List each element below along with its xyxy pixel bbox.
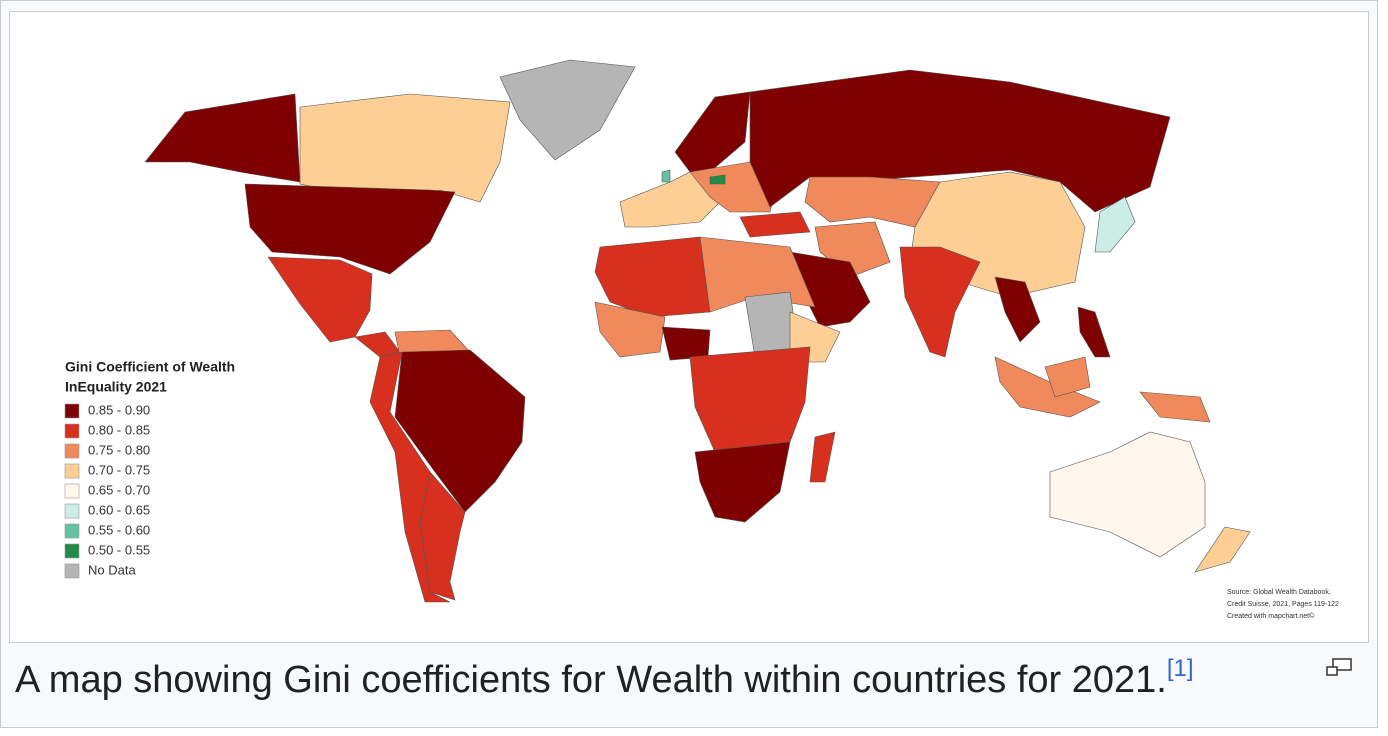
- country: [1139, 391, 1211, 423]
- legend-label: 0.85 - 0.90: [88, 402, 150, 417]
- country: [144, 93, 301, 183]
- legend-title: Gini Coefficient of Wealth: [65, 359, 235, 375]
- source-line: Credit Suisse, 2021, Pages 119-122: [1227, 601, 1339, 608]
- country: [419, 471, 466, 601]
- legend-label: 0.75 - 0.80: [88, 442, 150, 457]
- country: [709, 174, 726, 185]
- reference-link[interactable]: [1]: [1166, 655, 1194, 682]
- legend-swatch: [64, 403, 80, 419]
- legend-label: No Data: [88, 562, 136, 577]
- country: [661, 169, 671, 183]
- country: [1049, 431, 1206, 558]
- legend-label: 0.60 - 0.65: [88, 502, 150, 517]
- caption-text: A map showing Gini coefficients for Weal…: [15, 659, 1167, 701]
- country: [674, 91, 751, 173]
- legend-swatch: [64, 543, 80, 559]
- country: [694, 441, 791, 523]
- country: [299, 93, 511, 203]
- source-line: Created with mapchart.net©: [1227, 612, 1315, 620]
- legend-swatch: [64, 443, 80, 459]
- legend-title: InEquality 2021: [65, 379, 167, 395]
- legend-swatch: [64, 563, 80, 579]
- legend-label: 0.65 - 0.70: [88, 482, 150, 497]
- enlarge-icon[interactable]: [1324, 657, 1354, 679]
- country: [1077, 306, 1111, 358]
- legend-label: 0.80 - 0.85: [88, 422, 150, 437]
- country: [689, 346, 811, 453]
- country: [899, 246, 981, 358]
- source: Source: Global Wealth Databook, Credit S…: [1227, 589, 1339, 620]
- source-line: Source: Global Wealth Databook,: [1227, 589, 1331, 596]
- country: [267, 256, 373, 343]
- legend-swatch: [64, 463, 80, 479]
- country: [594, 301, 666, 358]
- country: [994, 276, 1041, 343]
- map: Gini Coefficient of Wealth InEquality 20…: [9, 11, 1369, 643]
- legend-swatch: [64, 483, 80, 499]
- country: [594, 236, 711, 318]
- country: [661, 326, 711, 361]
- country: [804, 176, 941, 228]
- legend-label: 0.55 - 0.60: [88, 522, 150, 537]
- legend-swatch: [64, 423, 80, 439]
- country: [499, 59, 636, 161]
- legend-label: 0.70 - 0.75: [88, 462, 150, 477]
- country: [1194, 526, 1251, 573]
- country: [354, 331, 401, 358]
- country: [369, 351, 451, 603]
- legend: Gini Coefficient of Wealth InEquality 20…: [65, 359, 235, 395]
- country: [809, 431, 836, 483]
- legend-items: 0.85 - 0.90 0.80 - 0.85 0.75 - 0.80 0.70 - …: [64, 402, 150, 579]
- legend-label: 0.50 - 0.55: [88, 542, 150, 557]
- legend-swatch: [64, 503, 80, 519]
- country: [394, 349, 526, 513]
- country: [244, 183, 456, 275]
- legend-swatch: [64, 523, 80, 539]
- country: [739, 211, 811, 238]
- country: [1044, 356, 1091, 398]
- country: [1094, 196, 1136, 253]
- countries: [144, 59, 1251, 603]
- caption: A map showing Gini coefficients for Weal…: [15, 655, 1194, 702]
